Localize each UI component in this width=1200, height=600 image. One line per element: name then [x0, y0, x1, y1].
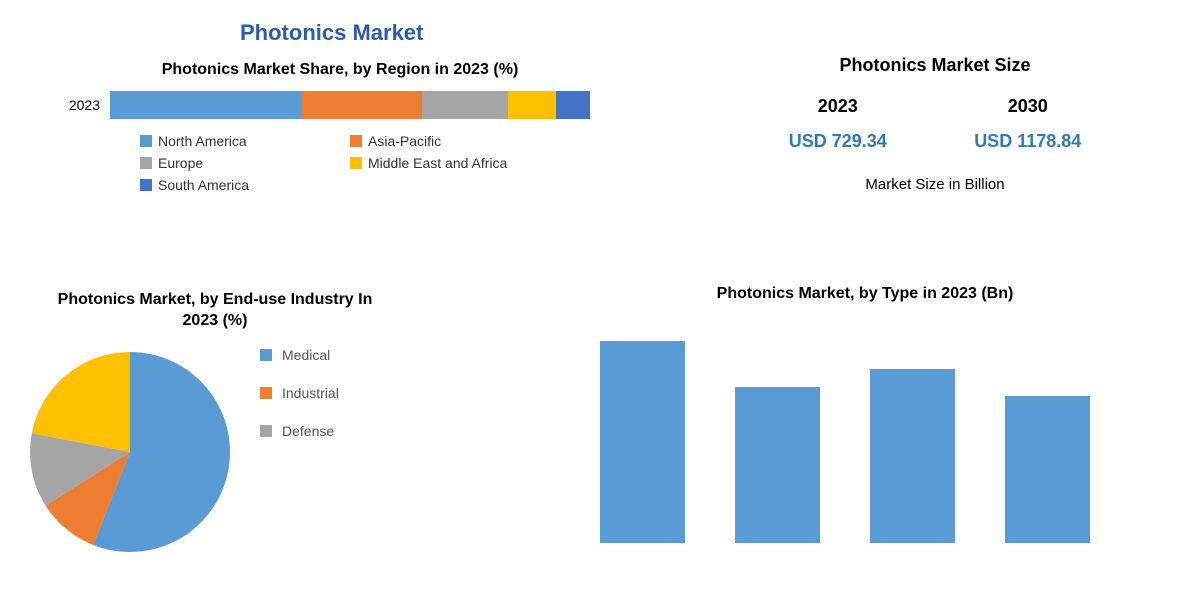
- size-value: USD 729.34: [789, 131, 887, 152]
- legend-item: Asia-Pacific: [350, 133, 520, 149]
- size-col-2023: 2023 USD 729.34: [789, 96, 887, 152]
- size-value: USD 1178.84: [974, 131, 1081, 152]
- bar-segment: [556, 91, 590, 119]
- legend-swatch: [350, 135, 362, 147]
- legend-item: Defense: [260, 423, 339, 439]
- legend-swatch: [260, 349, 272, 361]
- market-size-panel: Photonics Market Size 2023 USD 729.34 20…: [745, 55, 1125, 193]
- legend-item: Europe: [140, 155, 310, 171]
- size-year: 2030: [974, 96, 1081, 117]
- legend-label: North America: [158, 133, 247, 149]
- legend-label: Defense: [282, 423, 334, 439]
- legend-swatch: [140, 135, 152, 147]
- pie-chart: [25, 347, 235, 557]
- type-chart-title: Photonics Market, by Type in 2023 (Bn): [570, 285, 1160, 303]
- legend-swatch: [260, 387, 272, 399]
- page-title: Photonics Market: [240, 20, 423, 46]
- legend-item: Medical: [260, 347, 339, 363]
- bar-chart: [570, 323, 1160, 543]
- legend-row: Europe Middle East and Africa: [140, 155, 620, 171]
- size-title: Photonics Market Size: [745, 55, 1125, 76]
- legend-swatch: [140, 179, 152, 191]
- bar: [1005, 396, 1090, 543]
- legend-swatch: [260, 425, 272, 437]
- bar-segment: [508, 91, 556, 119]
- year-label: 2023: [60, 97, 110, 113]
- size-unit: Market Size in Billion: [745, 176, 1125, 193]
- enduse-title: Photonics Market, by End-use Industry In…: [45, 290, 385, 332]
- legend-row: South America: [140, 177, 620, 193]
- bar: [870, 369, 955, 543]
- size-col-2030: 2030 USD 1178.84: [974, 96, 1081, 152]
- share-chart-title: Photonics Market Share, by Region in 202…: [60, 60, 620, 81]
- bar: [735, 387, 820, 543]
- stacked-bar-row: 2023: [60, 91, 620, 119]
- legend-label: Medical: [282, 347, 330, 363]
- bar-segment: [110, 91, 302, 119]
- legend-label: Middle East and Africa: [368, 155, 507, 171]
- share-legend: North America Asia-Pacific Europe Middle Ea…: [140, 133, 620, 193]
- legend-item: South America: [140, 177, 310, 193]
- legend-item: Middle East and Africa: [350, 155, 520, 171]
- bar-segment: [422, 91, 508, 119]
- type-chart: Photonics Market, by Type in 2023 (Bn): [570, 285, 1160, 543]
- legend-swatch: [140, 157, 152, 169]
- legend-item: Industrial: [260, 385, 339, 401]
- legend-item: North America: [140, 133, 310, 149]
- legend-label: South America: [158, 177, 249, 193]
- size-columns: 2023 USD 729.34 2030 USD 1178.84: [745, 96, 1125, 152]
- enduse-chart: Photonics Market, by End-use Industry In…: [25, 290, 555, 557]
- market-share-chart: Photonics Market Share, by Region in 202…: [60, 60, 620, 199]
- legend-row: North America Asia-Pacific: [140, 133, 620, 149]
- legend-label: Industrial: [282, 385, 339, 401]
- bar: [600, 341, 685, 543]
- bar-segment: [302, 91, 422, 119]
- stacked-bar: [110, 91, 590, 119]
- legend-label: Europe: [158, 155, 203, 171]
- pie-legend: Medical Industrial Defense: [260, 347, 339, 557]
- legend-swatch: [350, 157, 362, 169]
- legend-label: Asia-Pacific: [368, 133, 441, 149]
- size-year: 2023: [789, 96, 887, 117]
